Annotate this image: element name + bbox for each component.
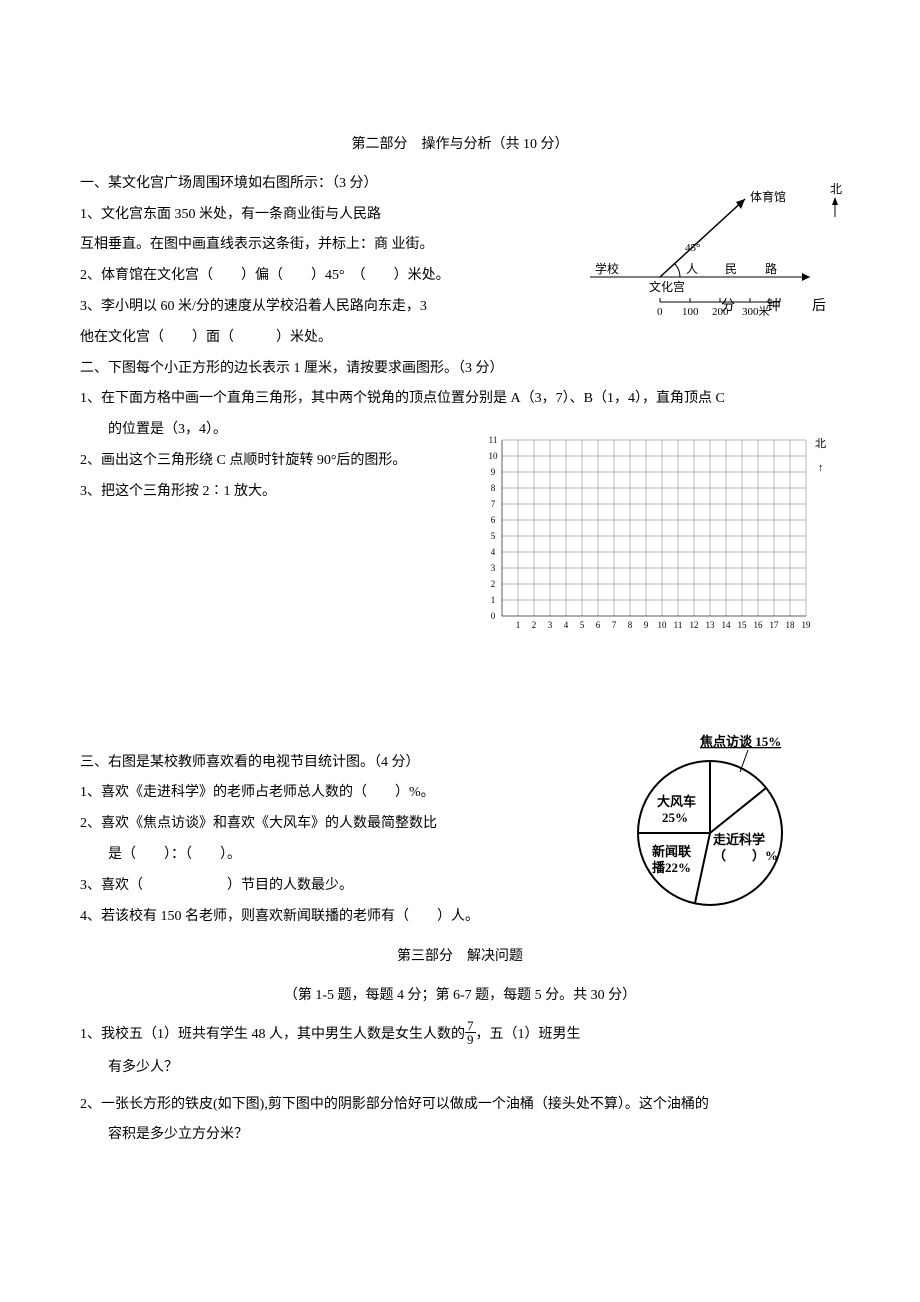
svg-text:大风车: 大风车 <box>657 794 696 809</box>
q2-l1: 1、在下面方格中画一个直角三角形，其中两个锐角的顶点位置分别是 A（3，7）、B… <box>80 384 840 415</box>
part3-title: 第三部分 解决问题 <box>80 942 840 973</box>
svg-text:走近科学: 走近科学 <box>713 832 765 847</box>
svg-text:12: 12 <box>690 620 699 630</box>
svg-text:15: 15 <box>738 620 748 630</box>
p3-q2: 2、一张长方形的铁皮(如下图),剪下图中的阴影部分恰好可以做成一个油桶（接头处不… <box>80 1090 840 1121</box>
svg-text:9: 9 <box>644 620 649 630</box>
svg-text:文化宫: 文化宫 <box>649 279 685 294</box>
svg-text:体育馆: 体育馆 <box>750 189 786 204</box>
svg-text:路: 路 <box>765 261 777 276</box>
part2-q1: 一、某文化宫广场周围环境如右图所示：（3 分） 1、文化宫东面 350 米处，有… <box>80 169 840 354</box>
svg-text:1: 1 <box>491 595 496 605</box>
svg-text:19: 19 <box>802 620 812 630</box>
svg-text:18: 18 <box>786 620 796 630</box>
svg-text:100: 100 <box>682 306 699 318</box>
svg-text:6: 6 <box>491 515 496 525</box>
grid-diagram: 1234567891011121314151617181901234567891… <box>480 434 820 657</box>
pie-diagram: 焦点访谈 15% 大风车 25% 新闻联 播22% 走近科学 （ ）% <box>600 728 820 918</box>
svg-text:25%: 25% <box>662 810 688 825</box>
p3-q1b: ，五（1）班男生 <box>476 1027 581 1042</box>
p3-q2b: 容积是多少立方分米？ <box>80 1120 840 1151</box>
q2-heading: 二、下图每个小正方形的边长表示 1 厘米，请按要求画图形。（3 分） <box>80 354 840 385</box>
svg-text:5: 5 <box>491 531 496 541</box>
north-icon: 北↑ <box>815 432 826 480</box>
part2-title: 第二部分 操作与分析（共 10 分） <box>80 130 840 161</box>
svg-text:学校: 学校 <box>595 261 619 276</box>
svg-text:16: 16 <box>754 620 764 630</box>
svg-text:北: 北 <box>830 182 842 196</box>
svg-text:新闻联: 新闻联 <box>652 844 691 859</box>
svg-text:13: 13 <box>706 620 716 630</box>
p3-q1: 1、我校五（1）班共有学生 48 人，其中男生人数是女生人数的79，五（1）班男… <box>80 1020 840 1051</box>
part2-q2: 二、下图每个小正方形的边长表示 1 厘米，请按要求画图形。（3 分） 1、在下面… <box>80 354 840 508</box>
svg-text:1: 1 <box>516 620 521 630</box>
svg-text:11: 11 <box>489 435 498 445</box>
p3-q1c: 有多少人？ <box>80 1053 840 1084</box>
svg-text:9: 9 <box>491 467 496 477</box>
svg-text:4: 4 <box>491 547 496 557</box>
svg-text:3: 3 <box>491 563 496 573</box>
svg-text:45°: 45° <box>685 242 700 254</box>
svg-text:6: 6 <box>596 620 601 630</box>
svg-text:11: 11 <box>674 620 683 630</box>
q1-l4a: 3、李小明以 60 米/分的速度从学校沿着人民路向东走，3 <box>80 292 427 323</box>
svg-text:5: 5 <box>580 620 585 630</box>
svg-text:4: 4 <box>564 620 569 630</box>
fraction-icon: 79 <box>465 1019 476 1046</box>
svg-text:（ ）%: （ ）% <box>713 848 778 863</box>
svg-text:8: 8 <box>628 620 633 630</box>
svg-text:8: 8 <box>491 483 496 493</box>
svg-text:17: 17 <box>770 620 780 630</box>
svg-text:3: 3 <box>548 620 553 630</box>
svg-text:300米: 300米 <box>742 305 770 318</box>
svg-text:14: 14 <box>722 620 732 630</box>
svg-text:焦点访谈 15%: 焦点访谈 15% <box>699 734 781 749</box>
svg-text:民: 民 <box>725 262 737 276</box>
p3-q1a: 1、我校五（1）班共有学生 48 人，其中男生人数是女生人数的 <box>80 1027 465 1042</box>
svg-text:0: 0 <box>491 611 496 621</box>
svg-text:7: 7 <box>612 620 617 630</box>
map-diagram: 45° 学校 文化宫 体育馆 人 民 路 0 100 200 300米 北 <box>590 177 850 337</box>
svg-text:10: 10 <box>658 620 668 630</box>
svg-text:200: 200 <box>712 306 729 318</box>
svg-text:2: 2 <box>532 620 537 630</box>
part3-subtitle: （第 1-5 题，每题 4 分；第 6-7 题，每题 5 分。共 30 分） <box>80 981 840 1012</box>
svg-text:10: 10 <box>489 451 499 461</box>
part2-q3: 三、右图是某校教师喜欢看的电视节目统计图。（4 分） 1、喜欢《走进科学》的老师… <box>80 748 840 933</box>
svg-text:0: 0 <box>657 306 663 318</box>
svg-text:2: 2 <box>491 579 496 589</box>
svg-text:人: 人 <box>686 262 698 276</box>
svg-text:播22%: 播22% <box>652 860 691 875</box>
svg-text:7: 7 <box>491 499 496 509</box>
